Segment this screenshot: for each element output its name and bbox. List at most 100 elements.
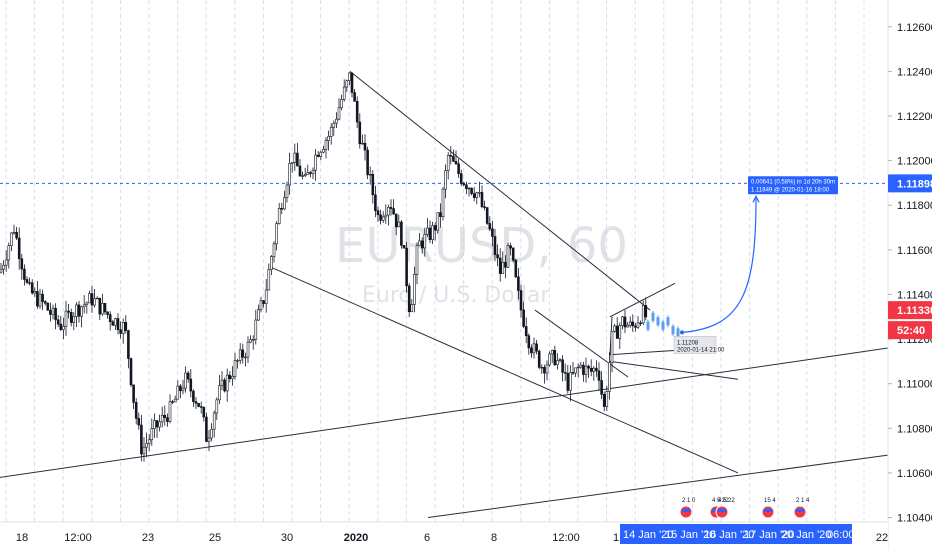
candle (77, 304, 81, 317)
candle (335, 118, 338, 124)
candle (0, 268, 3, 273)
candle (241, 349, 245, 358)
flag-band-icon (718, 509, 726, 512)
candle (501, 261, 505, 274)
candle (49, 309, 52, 315)
candle (558, 359, 562, 361)
candle (176, 385, 180, 400)
alert-price-tag[interactable] (888, 174, 932, 193)
candle (25, 279, 29, 283)
candle (374, 194, 377, 211)
candle (160, 414, 164, 423)
candle (43, 301, 47, 304)
price-tick-label: 1.11400 (897, 289, 932, 301)
candle (488, 223, 492, 230)
countdown-tag[interactable] (888, 321, 932, 340)
projection-bar (656, 317, 660, 326)
price-tick-label: 1.12400 (897, 66, 932, 78)
price-tick-label: 1.12200 (897, 111, 932, 123)
candle (504, 261, 507, 268)
candle (519, 290, 523, 311)
candle (272, 243, 276, 257)
candle (514, 259, 518, 278)
flag-band-icon (764, 509, 772, 512)
last-price-tag[interactable] (888, 301, 932, 320)
future-date-tab: 06:00 (827, 529, 855, 541)
candle (348, 72, 351, 81)
candle (605, 391, 609, 407)
trend-line[interactable] (609, 360, 739, 380)
candle (7, 245, 11, 261)
candle (119, 329, 122, 334)
future-date-range[interactable] (620, 524, 852, 544)
candle (95, 297, 99, 300)
event-markers[interactable]: 2 1 0 4 5 224 5 22 15 4 2 1 4 (679, 498, 810, 519)
candle (498, 257, 502, 274)
grid (5, 0, 865, 522)
candle (46, 302, 50, 311)
projection-bar (676, 328, 680, 337)
candle (561, 359, 564, 373)
candle (101, 303, 104, 315)
candle (2, 264, 5, 270)
candle (636, 322, 640, 328)
candle (140, 424, 143, 455)
trend-line[interactable] (427, 454, 889, 519)
candle (532, 343, 536, 354)
price-axis-bg (888, 0, 932, 550)
trend-line[interactable] (609, 349, 679, 356)
trend-line[interactable] (0, 347, 889, 478)
candle (340, 99, 343, 109)
candle (631, 321, 635, 327)
candle (535, 343, 538, 352)
candle (475, 192, 479, 198)
candle (137, 418, 141, 426)
candle (309, 172, 312, 174)
candle (587, 365, 590, 369)
candle (444, 170, 447, 190)
candle (4, 259, 8, 266)
trend-line[interactable] (349, 70, 651, 311)
candle (249, 339, 252, 343)
candle (54, 307, 57, 321)
candle (511, 247, 515, 261)
candle (98, 297, 102, 315)
time-tick-label: 1 (613, 532, 619, 544)
event-marker-label: 4 5 22 (712, 498, 729, 504)
candle (233, 360, 237, 377)
candle (628, 321, 632, 326)
candle (608, 362, 611, 392)
candle (540, 366, 544, 369)
event-marker-label: 2 1 0 (682, 498, 696, 504)
candle (345, 80, 349, 88)
candle (69, 312, 73, 323)
candle (264, 289, 268, 304)
projection-start-price: 1.11208 (677, 340, 699, 346)
candle (228, 374, 232, 380)
candle (491, 228, 494, 237)
candle (337, 107, 341, 120)
projection-start-point[interactable] (680, 330, 684, 335)
candle (319, 151, 323, 157)
trend-lines[interactable] (0, 70, 889, 519)
candle (595, 367, 598, 372)
trend-line[interactable] (609, 282, 676, 318)
candle (530, 347, 533, 354)
candle (467, 187, 471, 190)
price-tick-label: 1.11600 (897, 245, 932, 257)
event-marker-label: 2 1 4 (796, 498, 810, 504)
candle (639, 322, 642, 324)
trend-line[interactable] (271, 267, 739, 474)
candle (129, 358, 133, 386)
candle (389, 207, 393, 209)
candle (181, 387, 185, 392)
candle (548, 353, 551, 366)
price-axis[interactable]: 1.12600 1.12400 1.12200 1.12000 1.11800 1.116… (887, 0, 932, 550)
trend-line[interactable] (534, 309, 629, 378)
candle (121, 322, 125, 334)
candle (142, 446, 146, 455)
time-axis[interactable]: 18 12:00 23 25 30 2020 6 8 12:00 1 22 14 Jan '2015 … (0, 521, 888, 550)
projection-curve[interactable] (681, 198, 757, 333)
